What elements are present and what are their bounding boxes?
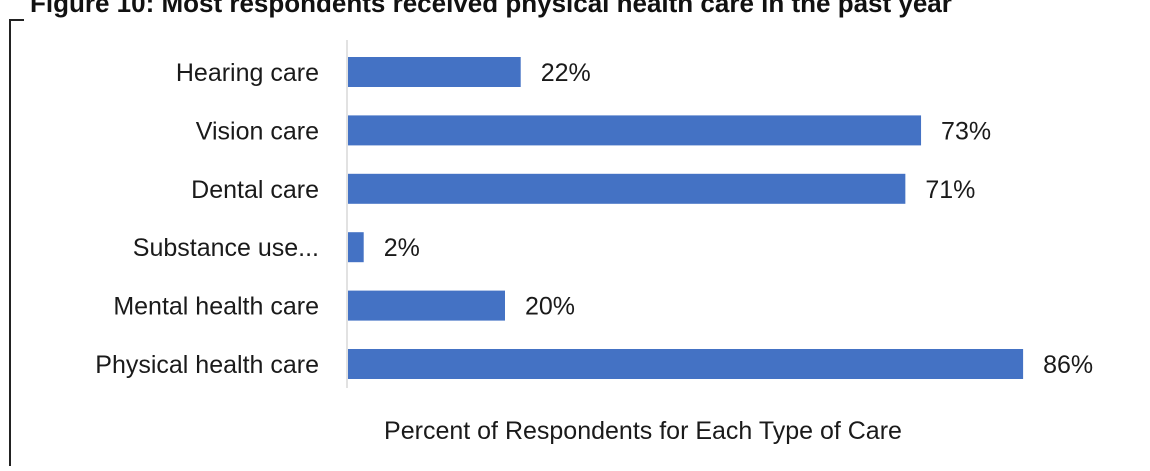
category-label-mental-health-care: Mental health care	[113, 293, 319, 321]
value-label-hearing-care: 22%	[541, 59, 591, 87]
value-label-dental-care: 71%	[925, 176, 975, 204]
category-label-substance-use: Substance use...	[133, 234, 319, 262]
bar-mental-health-care	[348, 290, 505, 321]
category-labels: Hearing care Vision care Dental care Substa…	[95, 59, 319, 379]
bar-dental-care	[348, 173, 906, 204]
bar-hearing-care	[348, 57, 521, 87]
bars	[348, 57, 1024, 379]
value-label-mental-health-care: 20%	[525, 293, 575, 321]
value-label-substance-use: 2%	[384, 234, 420, 262]
bar-substance-use	[348, 232, 364, 263]
category-label-vision-care: Vision care	[196, 117, 319, 145]
x-axis-label: Percent of Respondents for Each Type of …	[384, 417, 902, 445]
category-label-physical-health-care: Physical health care	[95, 351, 319, 379]
category-label-dental-care: Dental care	[191, 176, 319, 204]
figure-border	[9, 19, 24, 466]
bar-vision-care	[348, 115, 922, 146]
value-label-physical-health-care: 86%	[1043, 351, 1093, 379]
category-label-hearing-care: Hearing care	[176, 59, 319, 87]
chart-title: Figure 10: Most respondents received phy…	[30, 0, 952, 18]
value-label-vision-care: 73%	[941, 117, 991, 145]
value-labels: 22% 73% 71% 2% 20% 86%	[384, 59, 1093, 379]
bar-physical-health-care	[348, 349, 1024, 379]
